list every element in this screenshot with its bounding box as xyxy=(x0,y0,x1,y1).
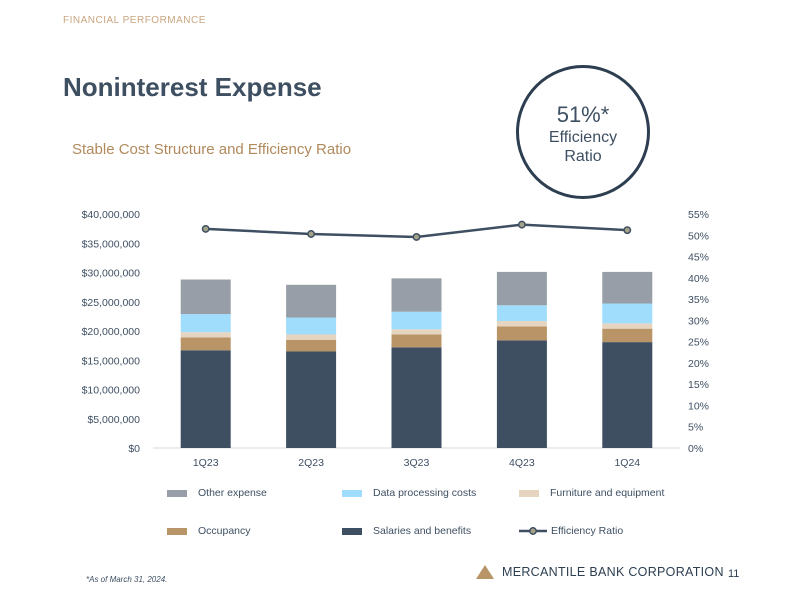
bar-occupancy xyxy=(286,339,337,352)
efficiency-badge: 51%* Efficiency Ratio xyxy=(516,65,650,199)
efficiency-ratio-point xyxy=(307,230,316,238)
bar-occupancy xyxy=(496,326,547,341)
legend-swatch xyxy=(342,527,362,535)
bar-salaries-and-benefits xyxy=(286,351,337,448)
y-right-tick-label: 20% xyxy=(688,358,709,370)
bar-salaries-and-benefits xyxy=(180,350,231,448)
efficiency-ratio-point xyxy=(201,224,210,233)
legend-item: Other expense xyxy=(167,487,267,499)
efficiency-ratio-point xyxy=(412,233,421,241)
y-left-tick-label: $25,000,000 xyxy=(82,297,141,309)
y-right-tick-label: 25% xyxy=(688,337,709,349)
company-name: MERCANTILE BANK CORPORATION xyxy=(502,565,724,579)
bar-data-processing-costs xyxy=(391,311,442,330)
y-left-tick-label: $15,000,000 xyxy=(82,355,141,367)
legend-label: Salaries and benefits xyxy=(373,525,472,537)
legend-label: Occupancy xyxy=(198,525,251,537)
bar-other-expense xyxy=(602,271,653,304)
bar-data-processing-costs xyxy=(286,317,337,335)
triangle-logo-icon xyxy=(476,565,494,579)
bar-salaries-and-benefits xyxy=(602,342,653,448)
page-subtitle: Stable Cost Structure and Efficiency Rat… xyxy=(72,141,352,158)
y-left-tick-label: $30,000,000 xyxy=(82,268,141,280)
page-title: Noninterest Expense xyxy=(63,72,322,102)
bar-furniture-and-equipment xyxy=(391,329,442,335)
legend-item: Occupancy xyxy=(167,525,251,537)
legend-swatch xyxy=(167,489,187,497)
bar-furniture-and-equipment xyxy=(496,321,547,327)
y-right-tick-label: 5% xyxy=(688,422,703,434)
x-tick-label: 3Q23 xyxy=(404,457,430,469)
bar-data-processing-costs xyxy=(180,314,231,333)
section-label: FINANCIAL PERFORMANCE xyxy=(63,15,206,26)
bar-furniture-and-equipment xyxy=(602,323,653,329)
y-right-tick-label: 55% xyxy=(688,209,709,221)
efficiency-ratio-point xyxy=(623,226,632,235)
y-left-tick-label: $0 xyxy=(128,443,140,455)
legend-swatch xyxy=(519,527,547,535)
bar-furniture-and-equipment xyxy=(286,334,337,340)
bar-furniture-and-equipment xyxy=(180,332,231,338)
y-left-tick-label: $40,000,000 xyxy=(82,209,141,221)
y-left-tick-label: $35,000,000 xyxy=(82,238,141,250)
company-logo: MERCANTILE BANK CORPORATION xyxy=(476,565,724,579)
bar-other-expense xyxy=(496,271,547,306)
y-right-tick-label: 35% xyxy=(688,294,709,306)
bar-occupancy xyxy=(180,337,231,351)
legend-label: Furniture and equipment xyxy=(550,487,665,499)
legend-swatch xyxy=(167,527,187,535)
legend-item: Furniture and equipment xyxy=(519,487,664,499)
y-right-tick-label: 10% xyxy=(688,400,709,412)
y-right-tick-label: 45% xyxy=(688,252,709,264)
y-right-tick-label: 50% xyxy=(688,230,709,242)
bar-data-processing-costs xyxy=(496,305,547,322)
efficiency-badge-value: 51%* xyxy=(556,102,610,127)
expense-chart: $0 $5,000,000 $10,000,000 $15,000,000 $20,00… xyxy=(82,209,709,469)
legend-item: Efficiency Ratio xyxy=(519,525,623,537)
bar-salaries-and-benefits xyxy=(496,340,547,448)
x-tick-label: 1Q24 xyxy=(614,457,640,469)
efficiency-badge-label-1: Efficiency xyxy=(548,129,618,146)
y-left-tick-label: $10,000,000 xyxy=(82,385,141,397)
x-tick-label: 1Q23 xyxy=(193,457,219,469)
legend-item: Data processing costs xyxy=(342,487,476,499)
footnote: *As of March 31, 2024. xyxy=(86,575,168,584)
efficiency-badge-label-2: Ratio xyxy=(564,148,602,165)
bar-data-processing-costs xyxy=(602,303,653,324)
y-left-tick-label: $5,000,000 xyxy=(87,414,140,426)
y-right-tick-label: 30% xyxy=(688,315,709,327)
bar-other-expense xyxy=(180,279,231,315)
x-tick-label: 4Q23 xyxy=(509,457,535,469)
y-left-tick-label: $20,000,000 xyxy=(82,326,141,338)
y-right-tick-label: 0% xyxy=(688,443,703,455)
bar-occupancy xyxy=(391,334,442,348)
y-right-tick-label: 40% xyxy=(688,273,709,285)
legend-item: Salaries and benefits xyxy=(342,525,471,537)
page-number: 11 xyxy=(728,568,740,580)
y-right-tick-label: 15% xyxy=(688,379,709,391)
legend-label: Data processing costs xyxy=(373,487,477,499)
legend-label: Other expense xyxy=(198,487,267,499)
bar-occupancy xyxy=(602,328,653,343)
efficiency-ratio-point xyxy=(517,220,526,229)
x-tick-label: 2Q23 xyxy=(298,457,324,469)
legend-swatch xyxy=(342,489,362,497)
bar-other-expense xyxy=(391,278,442,312)
bar-salaries-and-benefits xyxy=(391,347,442,448)
legend-label: Efficiency Ratio xyxy=(551,525,624,537)
bar-other-expense xyxy=(286,284,337,318)
legend-swatch xyxy=(519,489,539,497)
